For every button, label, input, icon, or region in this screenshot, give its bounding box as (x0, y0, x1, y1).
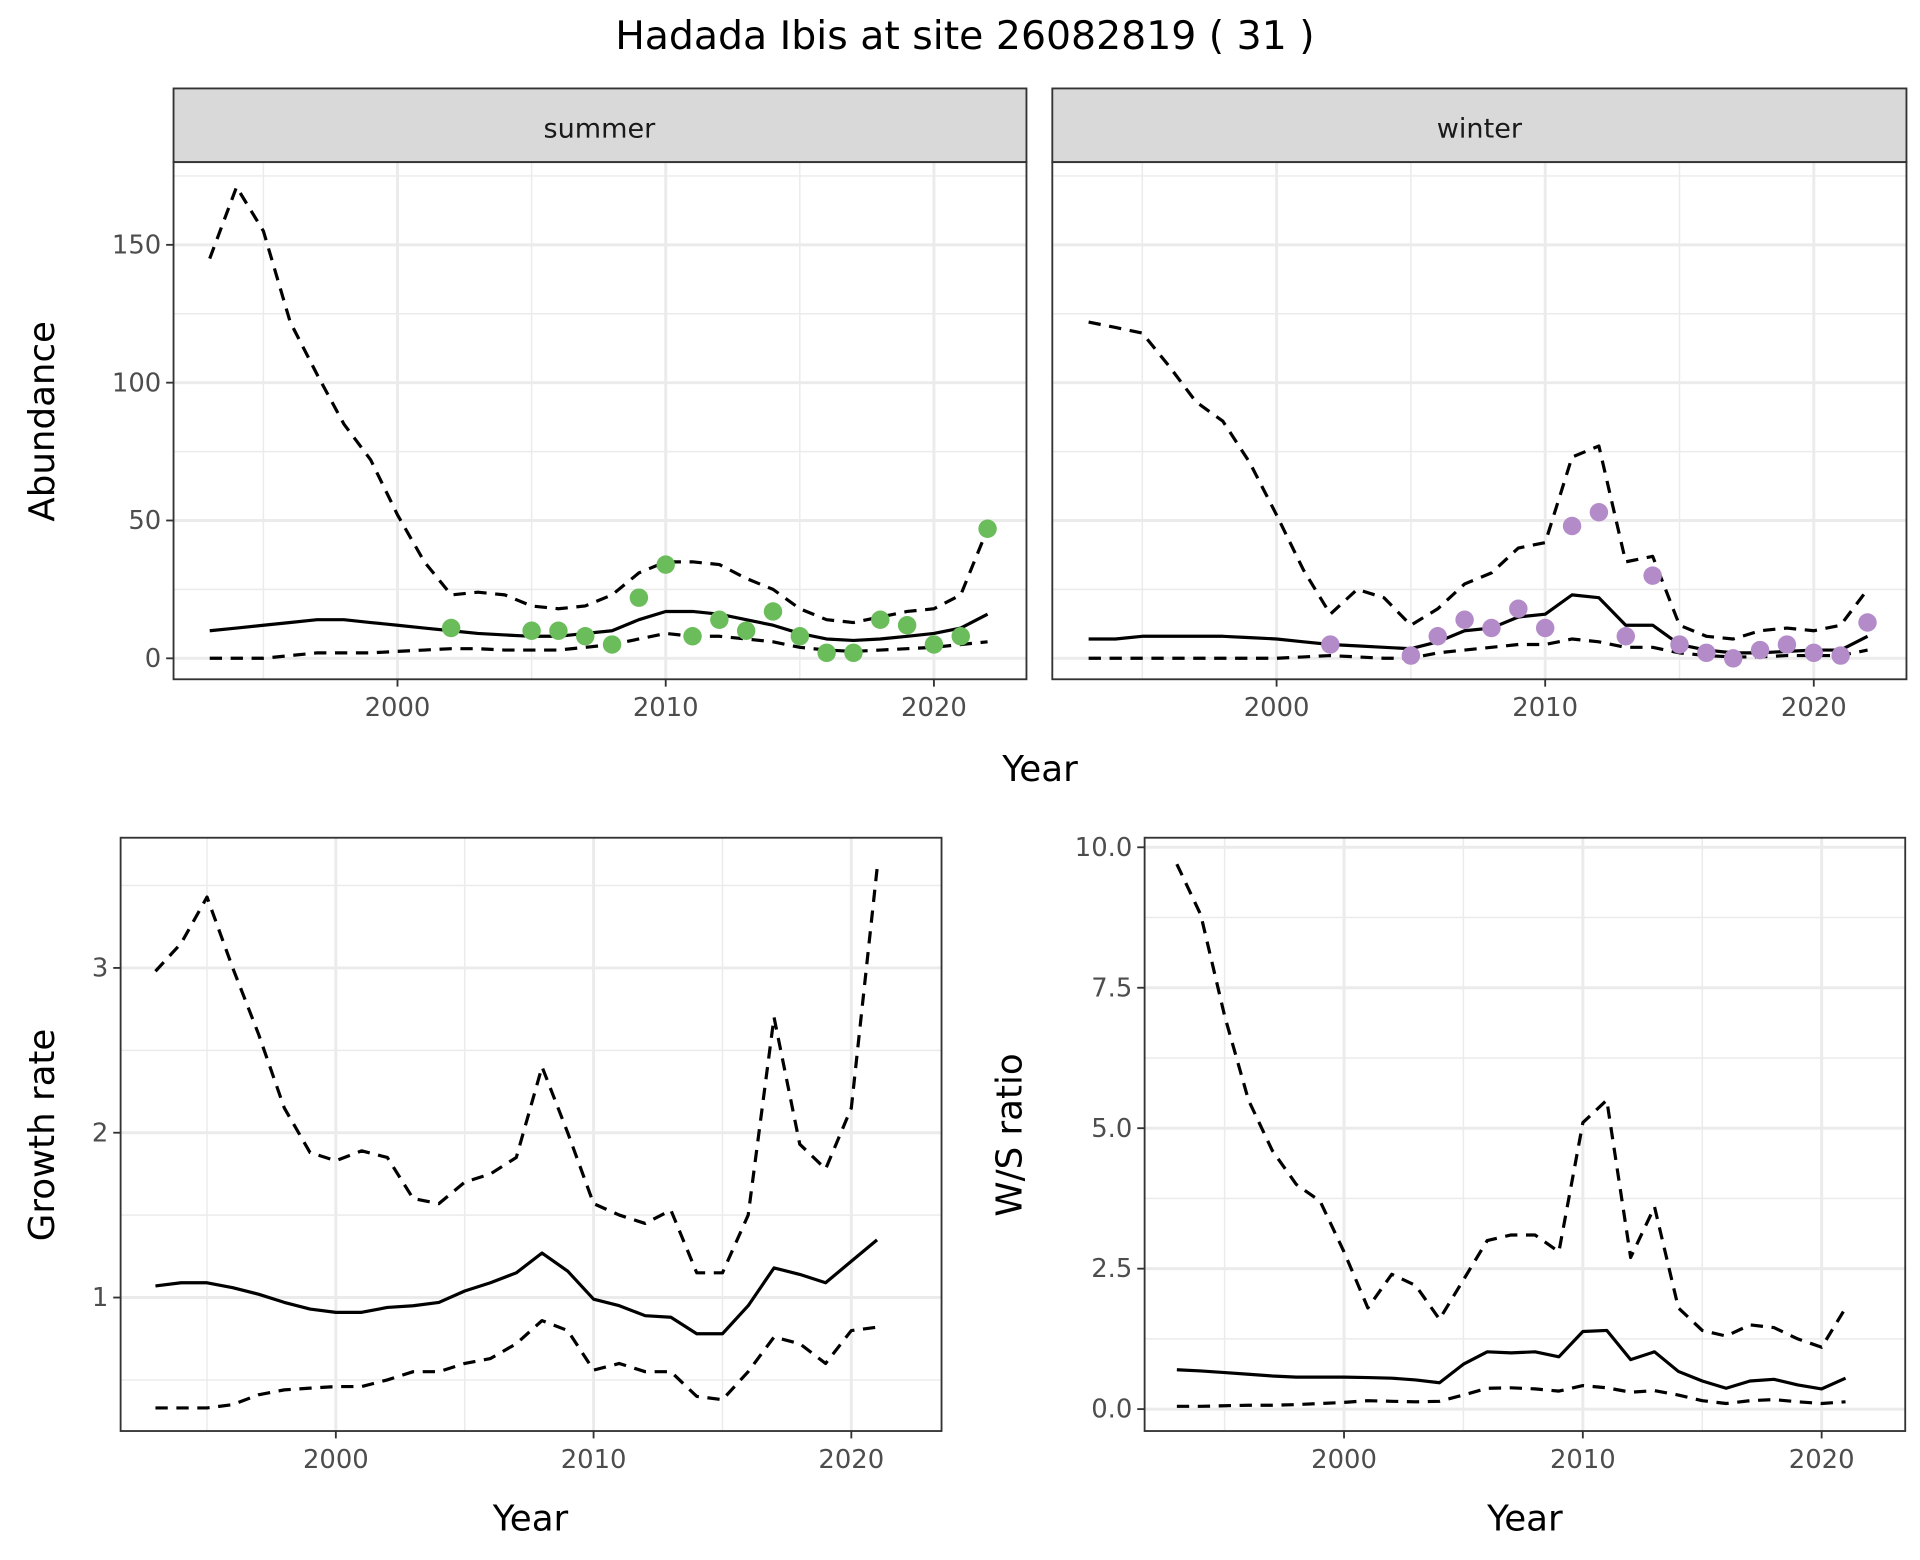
summer-x-tick-label: 2010 (633, 693, 699, 723)
winter-x-tick-label: 2000 (1244, 693, 1310, 723)
winter-data-point (1428, 627, 1447, 646)
y-axis-title-ws: W/S ratio (990, 1053, 1031, 1216)
summer-x-tick-label: 2020 (901, 693, 967, 723)
winter-data-point (1509, 599, 1528, 618)
ws-series-mean (1176, 1328, 1847, 1391)
summer-y-tick-label: 150 (112, 230, 161, 260)
summer-data-point (736, 621, 756, 640)
winter-data-point (1697, 643, 1716, 663)
figure-title: Hadada Ibis at site 26082819 ( 31 ) (615, 13, 1314, 59)
winter-data-point (1589, 503, 1609, 522)
summer-y-tick-label: 0 (145, 644, 161, 674)
winter-data-point (1482, 618, 1501, 638)
growth-y-tick-label: 3 (92, 954, 108, 984)
summer-data-point (441, 618, 461, 638)
summer-data-point (790, 627, 810, 646)
winter-series-upper (1088, 320, 1869, 641)
strip-winter (1051, 87, 1908, 164)
summer-x-tick-label: 2000 (365, 693, 431, 723)
growth-x-tick-label: 2010 (561, 1445, 627, 1475)
ws-y-tick-label: 2.5 (1091, 1254, 1132, 1284)
summer-data-point (924, 635, 944, 654)
winter-data-point (1401, 646, 1421, 665)
summer-y-tick-label: 100 (112, 368, 161, 398)
summer-data-point (763, 602, 783, 621)
strip-label-winter: winter (1437, 114, 1523, 145)
ws-panel-border (1143, 836, 1907, 1432)
ws-y-tick-label: 0.0 (1091, 1395, 1132, 1425)
summer-data-point (817, 643, 836, 663)
winter-panel-bg (1052, 162, 1907, 680)
summer-data-point (549, 621, 568, 640)
growth-y-tick-label: 2 (92, 1118, 108, 1148)
winter-data-point (1455, 610, 1474, 629)
winter-data-point (1321, 635, 1340, 654)
x-axis-title-growth: Year (492, 1499, 569, 1540)
summer-series-mean (209, 609, 989, 643)
strip-label-summer: summer (543, 114, 656, 145)
ws-y-tick-label: 7.5 (1091, 973, 1132, 1003)
summer-data-point (710, 610, 729, 629)
x-axis-title-abundance: Year (1001, 749, 1078, 790)
growth-x-tick-label: 2020 (818, 1445, 884, 1475)
growth-series-mean (155, 1238, 879, 1336)
summer-y-tick-label: 50 (128, 506, 161, 536)
strip-summer (172, 87, 1028, 164)
winter-data-point (1858, 613, 1877, 632)
growth-series-upper (154, 868, 879, 1275)
growth-panel-bg (120, 837, 942, 1432)
winter-data-point (1723, 649, 1743, 668)
ws-x-tick-label: 2010 (1550, 1445, 1616, 1475)
ws-x-tick-label: 2020 (1789, 1445, 1855, 1475)
summer-data-point (951, 627, 970, 646)
summer-data-point (656, 555, 675, 574)
growth-y-tick-label: 1 (92, 1283, 108, 1313)
winter-data-point (1670, 635, 1689, 654)
summer-data-point (897, 616, 917, 635)
winter-data-point (1804, 643, 1824, 663)
ws-series-upper (1175, 863, 1847, 1349)
winter-data-point (1616, 627, 1636, 646)
summer-data-point (844, 643, 863, 663)
winter-x-tick-label: 2020 (1781, 693, 1847, 723)
summer-panel-border (172, 161, 1028, 681)
summer-data-point (522, 621, 541, 640)
ws-y-tick-label: 10.0 (1075, 833, 1133, 863)
summer-data-point (602, 635, 622, 654)
summer-data-point (683, 627, 702, 646)
winter-x-tick-label: 2010 (1512, 693, 1578, 723)
winter-data-point (1562, 516, 1582, 536)
y-axis-title-growth: Growth rate (22, 1029, 63, 1242)
ws-series-lower (1176, 1383, 1846, 1408)
ws-x-tick-label: 2000 (1311, 1445, 1377, 1475)
ws-y-tick-label: 5.0 (1091, 1114, 1132, 1144)
winter-panel-border (1051, 161, 1908, 681)
winter-data-point (1777, 635, 1797, 654)
winter-data-point (1831, 646, 1850, 665)
growth-x-tick-label: 2000 (303, 1445, 369, 1475)
ws-panel-bg (1144, 837, 1906, 1432)
summer-data-point (871, 610, 890, 629)
summer-data-point (629, 588, 649, 607)
summer-panel-bg (173, 162, 1027, 680)
winter-data-point (1535, 618, 1555, 638)
growth-panel-border (119, 836, 943, 1432)
summer-data-point (978, 519, 997, 538)
x-axis-title-ws: Year (1486, 1499, 1563, 1540)
growth-series-lower (155, 1318, 878, 1410)
winter-data-point (1750, 640, 1770, 660)
summer-series-upper (208, 185, 990, 625)
summer-data-point (576, 627, 595, 646)
y-axis-title-abundance: Abundance (22, 321, 63, 522)
winter-data-point (1643, 566, 1662, 585)
